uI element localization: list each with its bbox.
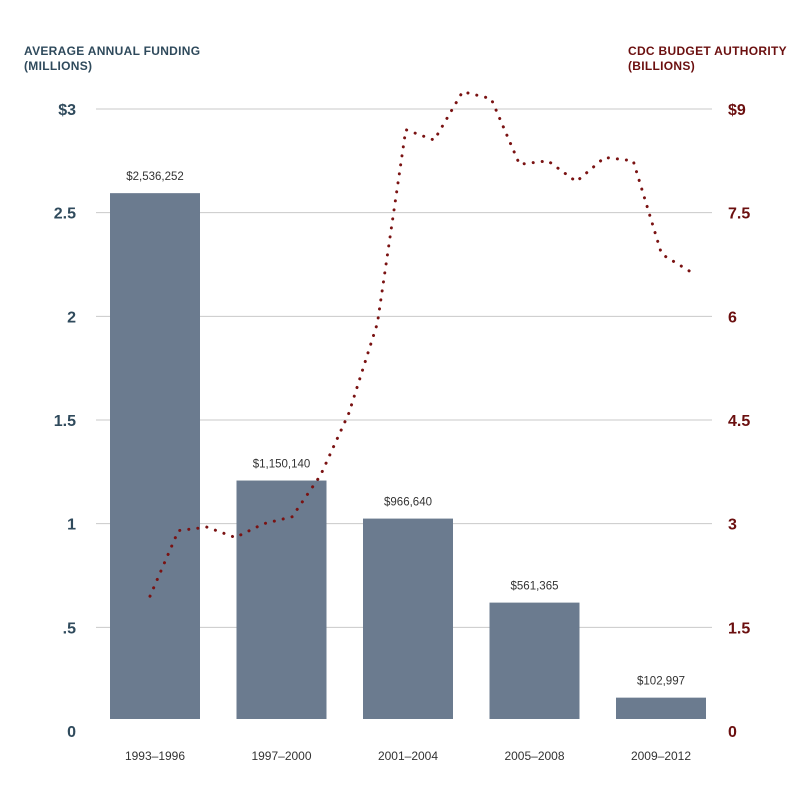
bar <box>363 518 453 719</box>
right-axis-title-line1: CDC BUDGET AUTHORITY <box>628 44 787 58</box>
bar <box>616 697 706 719</box>
right-tick-label: 4.5 <box>728 413 750 430</box>
category-label: 2009–2012 <box>631 749 691 763</box>
right-tick-label: 1.5 <box>728 620 750 637</box>
left-tick-label: 2.5 <box>54 206 76 223</box>
category-label: 2001–2004 <box>378 749 438 763</box>
left-tick-label: 2 <box>67 309 76 326</box>
category-label: 2005–2008 <box>504 749 564 763</box>
left-tick-label: $3 <box>58 102 76 119</box>
bar-value-label: $102,997 <box>637 676 685 688</box>
bar <box>110 193 200 720</box>
left-tick-label: 1 <box>67 517 76 534</box>
right-tick-label: $9 <box>728 102 746 119</box>
left-tick-label: .5 <box>63 620 76 637</box>
left-axis-title-line2: (MILLIONS) <box>24 59 92 73</box>
right-tick-label: 3 <box>728 517 737 534</box>
left-axis-title-line1: AVERAGE ANNUAL FUNDING <box>24 44 200 58</box>
bar <box>236 480 327 719</box>
category-labels: 1993–1996 1997–2000 2001–2004 2005–2008 2009… <box>125 749 691 763</box>
bar-value-label: $1,150,140 <box>253 459 311 471</box>
right-tick-label: 6 <box>728 309 737 326</box>
bar <box>489 602 580 719</box>
bar-value-labels: $2,536,252 $1,150,140 $966,640 $561,365 $102… <box>126 171 685 687</box>
bar-value-label: $561,365 <box>511 581 559 593</box>
right-tick-label: 7.5 <box>728 206 750 223</box>
right-axis-ticks: 0 1.5 3 4.5 6 7.5 $9 <box>728 102 750 741</box>
category-label: 1997–2000 <box>251 749 311 763</box>
right-axis-title-line2: (BILLIONS) <box>628 59 695 73</box>
left-axis-ticks: 0 .5 1 1.5 2 2.5 $3 <box>54 102 76 741</box>
category-label: 1993–1996 <box>125 749 185 763</box>
right-tick-label: 0 <box>728 724 737 741</box>
bar-value-label: $966,640 <box>384 497 432 509</box>
left-tick-label: 1.5 <box>54 413 76 430</box>
left-tick-label: 0 <box>67 724 76 741</box>
bar-series <box>110 193 706 720</box>
cdc-budget-line <box>148 89 692 598</box>
bar-value-label: $2,536,252 <box>126 171 184 183</box>
